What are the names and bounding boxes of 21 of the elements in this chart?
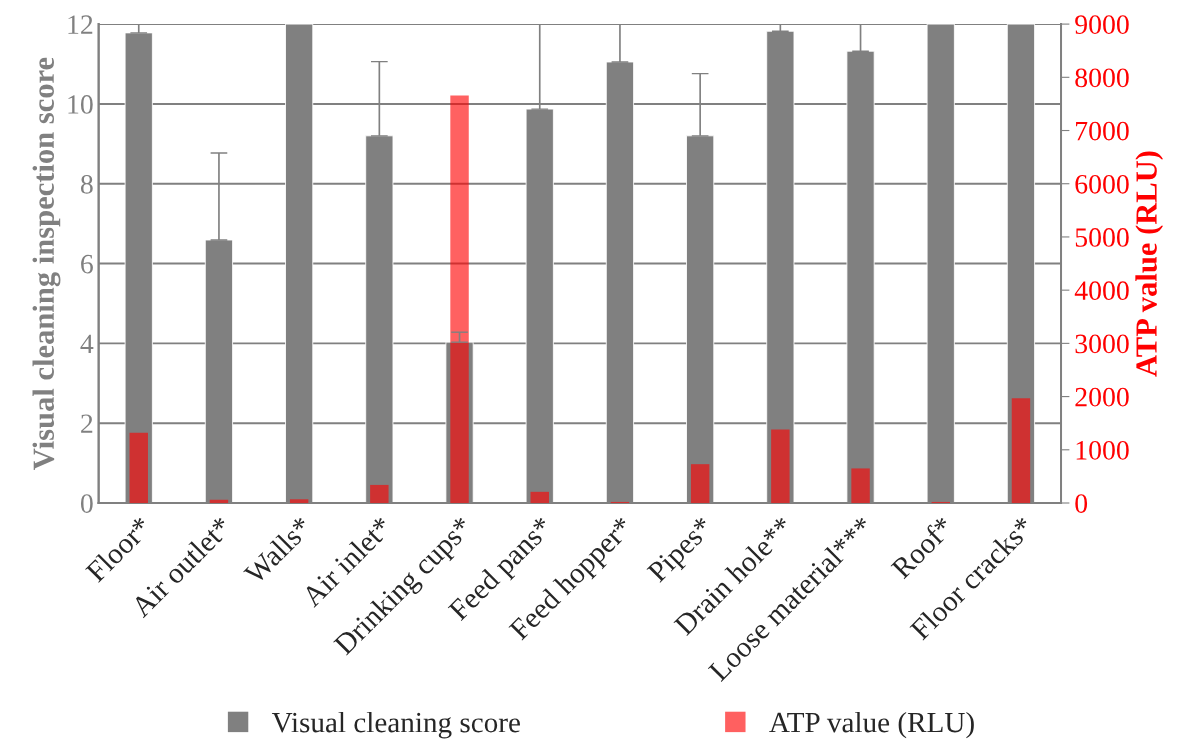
legend-label: ATP value (RLU) [769,711,974,739]
y2-tick-label: 5000 [1075,228,1129,247]
y2-tick-label: 6000 [1075,174,1129,194]
y2-tick-label: 3000 [1075,334,1129,354]
y-tick-label: 4 [80,334,94,354]
y-tick-label: 10 [68,95,93,114]
y2-tick-label: 7000 [1076,121,1129,141]
y2-tick-label: 1000 [1076,440,1129,460]
y-tick-label: 8 [80,174,93,194]
y2-tick-label: 4000 [1074,281,1129,301]
legend-label: Visual cleaning score [271,711,520,739]
y2-axis-title: ATP value (RLU) [1135,151,1164,377]
y-tick-label: 12 [68,15,93,34]
y2-tick-label: 2000 [1075,387,1129,407]
y2-tick-label: 9000 [1075,15,1129,35]
y-tick-label: 2 [81,414,93,433]
y-tick-label: 6 [81,254,93,274]
y2-tick-label: 0 [1075,494,1088,513]
y-axis-title: Visual cleaning inspection score [32,57,61,470]
y2-tick-label: 8000 [1075,68,1129,88]
y-tick-label: 0 [80,494,93,513]
